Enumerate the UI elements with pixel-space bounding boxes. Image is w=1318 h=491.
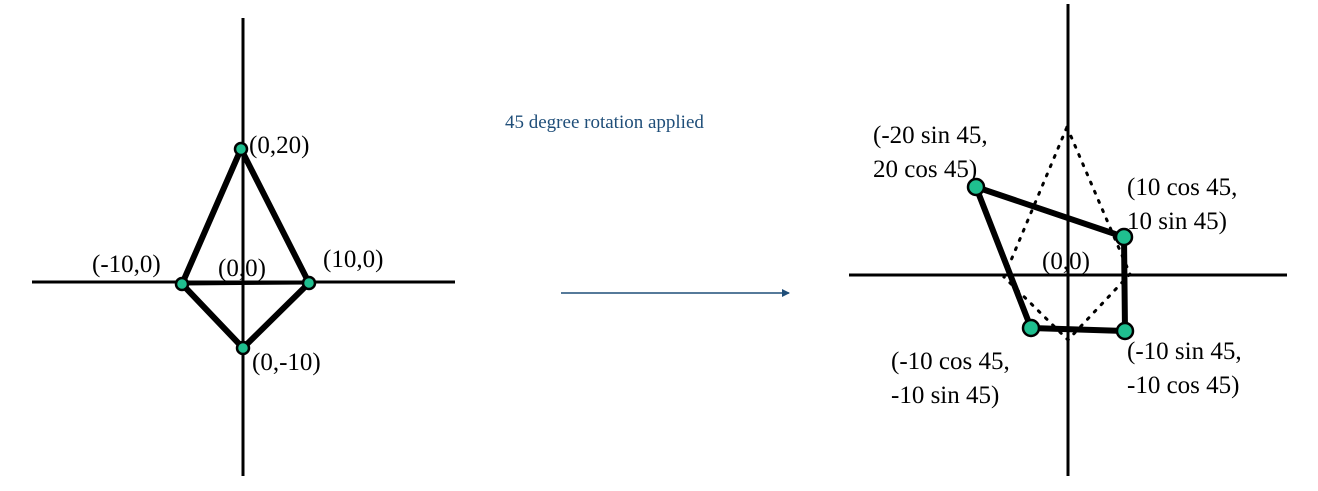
right-label-lower-left-line2: -10 sin 45) bbox=[891, 382, 999, 409]
left-label-right: (10,0) bbox=[323, 246, 383, 273]
right-label-upper-left-line2: 20 cos 45) bbox=[873, 156, 977, 183]
right-label-upper-left: (-20 sin 45, 20 cos 45) bbox=[873, 122, 994, 183]
right-label-origin: (0,0) bbox=[1042, 248, 1090, 275]
right-label-lower-right-line2: -10 cos 45) bbox=[1127, 372, 1239, 399]
left-vertex-left bbox=[174, 276, 190, 292]
right-label-upper-left-line1: (-20 sin 45, bbox=[873, 122, 988, 149]
right-label-lower-left-line1: (-10 cos 45, bbox=[891, 348, 1010, 375]
right-vertex-upper-right bbox=[1114, 227, 1134, 247]
left-vertex-bottom bbox=[235, 340, 251, 356]
right-label-lower-right-line1: (-10 sin 45, bbox=[1127, 338, 1242, 365]
right-diagram: (-20 sin 45, 20 cos 45) (10 cos 45, 10 s… bbox=[849, 4, 1287, 476]
transform-caption-group: 45 degree rotation applied bbox=[505, 112, 790, 297]
left-label-left: (-10,0) bbox=[92, 251, 161, 278]
rotation-caption: 45 degree rotation applied bbox=[505, 112, 704, 133]
right-vertex-lower-left bbox=[1021, 318, 1041, 338]
right-vertex-upper-left bbox=[966, 177, 986, 197]
left-kite-diagonal bbox=[181, 281, 310, 286]
right-vertex-lower-right bbox=[1115, 321, 1135, 341]
right-label-lower-left: (-10 cos 45, -10 sin 45) bbox=[891, 348, 1016, 409]
left-diagram: (0,20) (10,0) (0,-10) (-10,0) (0,0) bbox=[32, 18, 455, 476]
left-vertex-top bbox=[233, 141, 249, 157]
original-kite-dotted bbox=[1002, 123, 1132, 343]
left-vertex-right bbox=[301, 275, 317, 291]
left-label-top: (0,20) bbox=[249, 132, 309, 159]
right-label-lower-right: (-10 sin 45, -10 cos 45) bbox=[1127, 338, 1248, 399]
right-label-upper-right-line2: 10 sin 45) bbox=[1127, 208, 1227, 235]
left-label-origin: (0,0) bbox=[218, 255, 266, 282]
right-label-upper-right-line1: (10 cos 45, bbox=[1127, 174, 1237, 201]
left-kite-shape bbox=[179, 146, 312, 351]
left-label-bottom: (0,-10) bbox=[252, 349, 321, 376]
right-label-upper-right: (10 cos 45, 10 sin 45) bbox=[1127, 174, 1244, 235]
